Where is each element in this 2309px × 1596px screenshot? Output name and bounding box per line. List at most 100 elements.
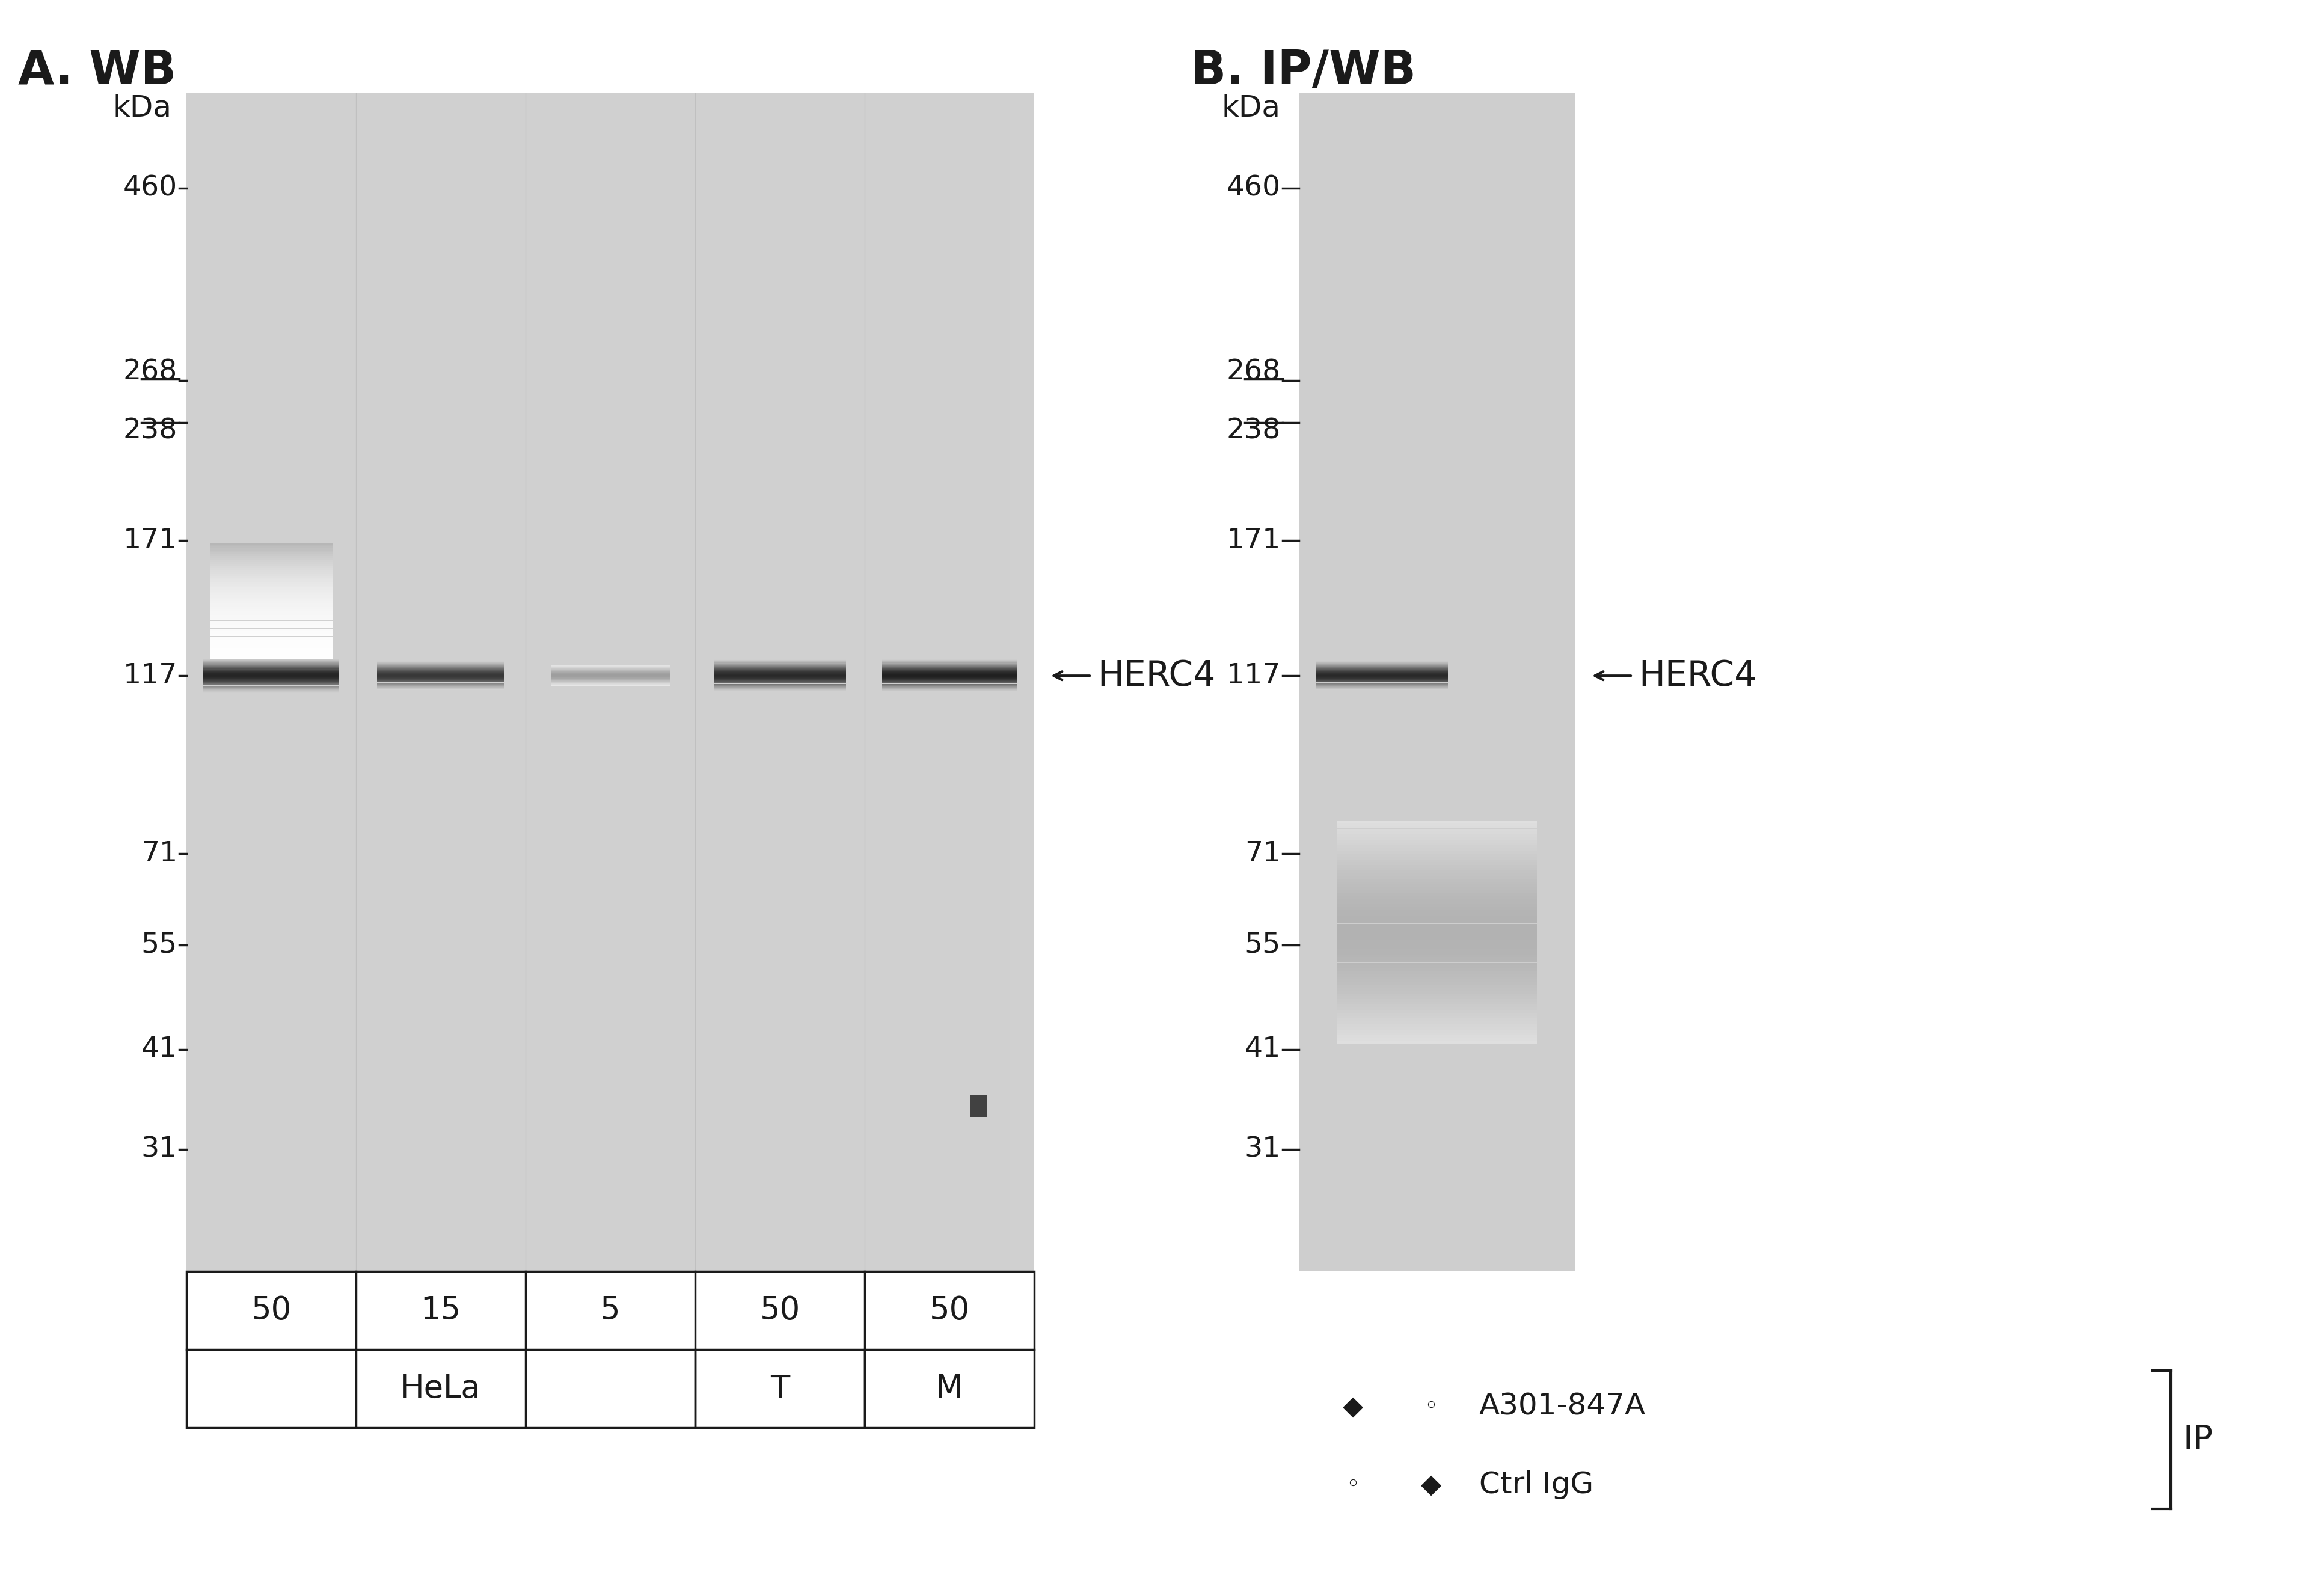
Text: A301-847A: A301-847A [1480, 1392, 1646, 1420]
Text: T: T [771, 1373, 790, 1404]
Bar [210, 613, 332, 614]
Text: 55: 55 [1245, 932, 1281, 958]
Bar [210, 587, 332, 589]
Bar [210, 543, 332, 544]
Bar [1337, 843, 1538, 846]
Bar [1337, 910, 1538, 913]
Bar [1337, 932, 1538, 935]
Bar [210, 584, 332, 586]
Bar [1337, 1010, 1538, 1013]
Bar [210, 544, 332, 546]
Bar [1337, 948, 1538, 951]
Text: 5: 5 [600, 1294, 621, 1326]
Bar [1337, 873, 1538, 876]
Text: 71: 71 [141, 841, 178, 867]
Text: 31: 31 [1245, 1136, 1281, 1163]
Text: 238: 238 [1226, 418, 1281, 445]
Bar [1337, 966, 1538, 969]
Bar [210, 549, 332, 551]
Bar [210, 571, 332, 575]
Bar [1337, 899, 1538, 902]
Bar [1337, 999, 1538, 1002]
Text: IP: IP [2182, 1424, 2212, 1456]
Text: ◦: ◦ [1425, 1395, 1439, 1419]
Text: HERC4: HERC4 [1097, 659, 1215, 693]
Bar [1337, 854, 1538, 857]
Bar [1337, 1036, 1538, 1037]
Text: 50: 50 [252, 1294, 291, 1326]
Bar [210, 645, 332, 646]
Bar [1337, 820, 1538, 824]
Bar [210, 642, 332, 645]
Bar [1337, 887, 1538, 891]
Bar [210, 610, 332, 611]
Bar [210, 557, 332, 559]
Bar [970, 1095, 986, 1117]
Bar [1337, 946, 1538, 948]
Bar [1337, 962, 1538, 966]
Text: 41: 41 [141, 1036, 178, 1063]
Bar [1337, 996, 1538, 999]
Bar [210, 602, 332, 603]
Bar [210, 560, 332, 562]
Bar [1337, 824, 1538, 825]
Bar [1337, 974, 1538, 977]
Bar [210, 597, 332, 598]
Text: ◆: ◆ [1342, 1393, 1362, 1419]
Bar [210, 614, 332, 616]
Text: 71: 71 [1245, 841, 1281, 867]
Bar [210, 606, 332, 610]
Text: 41: 41 [1245, 1036, 1281, 1063]
Bar [1337, 937, 1538, 940]
Text: 55: 55 [141, 932, 178, 958]
Text: 238: 238 [122, 418, 178, 445]
Bar [210, 595, 332, 597]
Bar [1337, 980, 1538, 982]
Bar [210, 605, 332, 606]
Bar [210, 651, 332, 654]
Bar [210, 575, 332, 576]
Bar [1337, 1013, 1538, 1015]
Bar [210, 621, 332, 622]
Bar [210, 603, 332, 605]
Text: kDa: kDa [113, 93, 171, 121]
Bar [210, 551, 332, 552]
Text: 171: 171 [1226, 527, 1281, 554]
Bar [210, 650, 332, 651]
Bar [210, 646, 332, 648]
Bar [1337, 892, 1538, 895]
Bar [210, 616, 332, 619]
Bar [1337, 839, 1538, 843]
Bar [1337, 895, 1538, 899]
Text: B. IP/WB: B. IP/WB [1191, 48, 1415, 94]
Bar [1337, 846, 1538, 847]
Bar [1337, 1002, 1538, 1004]
Bar [1337, 1033, 1538, 1036]
Bar [1337, 835, 1538, 836]
Bar [210, 630, 332, 632]
Bar [210, 656, 332, 658]
Text: ◆: ◆ [1420, 1472, 1441, 1497]
Bar [1337, 935, 1538, 937]
Bar [1337, 1037, 1538, 1041]
Text: 117: 117 [122, 662, 178, 689]
Bar [1337, 828, 1538, 832]
Bar [210, 629, 332, 630]
Bar [1337, 891, 1538, 892]
Text: HeLa: HeLa [399, 1373, 480, 1404]
Bar [1337, 970, 1538, 974]
Bar [1337, 825, 1538, 828]
Bar [210, 546, 332, 549]
Bar [1337, 865, 1538, 868]
Text: M: M [935, 1373, 963, 1404]
Bar [1337, 847, 1538, 851]
Bar [210, 624, 332, 627]
Bar [210, 552, 332, 554]
Bar [1337, 907, 1538, 910]
Bar [1337, 958, 1538, 959]
Bar [210, 579, 332, 581]
Bar [210, 632, 332, 634]
Bar [1337, 988, 1538, 991]
Text: HERC4: HERC4 [1639, 659, 1757, 693]
Bar [210, 559, 332, 560]
